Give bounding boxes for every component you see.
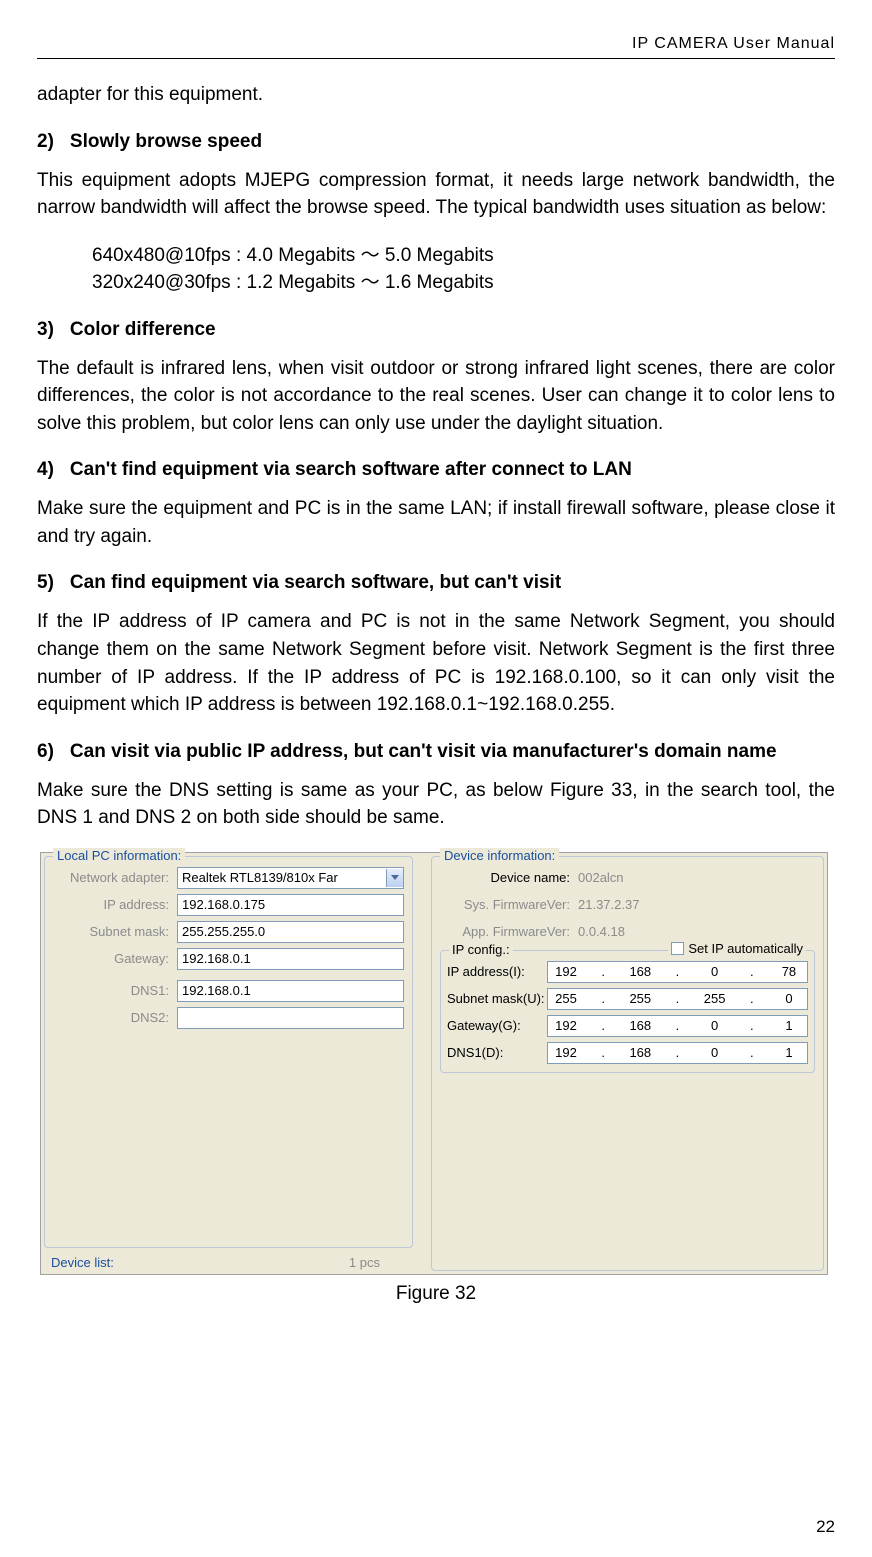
ip-dot: . bbox=[600, 964, 606, 979]
ip-dot: . bbox=[600, 991, 606, 1006]
ip-dot: . bbox=[600, 1045, 606, 1060]
ip-dot: . bbox=[749, 964, 755, 979]
local-subnet-input[interactable]: 255.255.255.0 bbox=[177, 921, 404, 943]
local-dns2-input[interactable] bbox=[177, 1007, 404, 1029]
device-name-value: 002alcn bbox=[578, 870, 624, 885]
sys-firmware-label: Sys. FirmwareVer: bbox=[440, 897, 578, 912]
figure32-screenshot: Local PC information: Network adapter: R… bbox=[40, 852, 828, 1275]
ip-dot: . bbox=[749, 1045, 755, 1060]
ip-dot: . bbox=[674, 991, 680, 1006]
local-ip-label: IP address: bbox=[53, 897, 177, 912]
ip-dot: . bbox=[749, 991, 755, 1006]
ip-dot: . bbox=[600, 1018, 606, 1033]
section-2-heading: 2) Slowly browse speed bbox=[37, 131, 835, 153]
section-5-title: Can find equipment via search software, … bbox=[70, 572, 561, 593]
section-6-title: Can visit via public IP address, but can… bbox=[70, 741, 777, 762]
device-dns1-input[interactable]: 192. 168. 0. 1 bbox=[547, 1042, 808, 1064]
d1-oct-3: 0 bbox=[701, 1045, 729, 1060]
ip-dot: . bbox=[674, 1045, 680, 1060]
ip-oct-2: 168 bbox=[626, 964, 654, 979]
device-subnet-label: Subnet mask(U): bbox=[447, 991, 547, 1006]
section-3-heading: 3) Color difference bbox=[37, 319, 835, 341]
ip-oct-4: 78 bbox=[775, 964, 803, 979]
device-gateway-label: Gateway(G): bbox=[447, 1018, 547, 1033]
section-3-para: The default is infrared lens, when visit… bbox=[37, 355, 835, 438]
ip-dot: . bbox=[749, 1018, 755, 1033]
d1-oct-4: 1 bbox=[775, 1045, 803, 1060]
gw-oct-3: 0 bbox=[701, 1018, 729, 1033]
bandwidth-line-1: 640x480@10fps : 4.0 Megabits ～ 5.0 Megab… bbox=[92, 242, 835, 270]
ip-dot: . bbox=[674, 964, 680, 979]
section-6-num: 6) bbox=[37, 741, 54, 762]
section-4-heading: 4) Can't find equipment via search softwa… bbox=[37, 459, 835, 481]
app-firmware-value: 0.0.4.18 bbox=[578, 924, 625, 939]
sn-oct-1: 255 bbox=[552, 991, 580, 1006]
section-3-title: Color difference bbox=[70, 319, 216, 340]
gw-oct-4: 1 bbox=[775, 1018, 803, 1033]
section-2-title: Slowly browse speed bbox=[70, 131, 262, 152]
page-number: 22 bbox=[816, 1517, 835, 1537]
doc-header-title: IP CAMERA User Manual bbox=[37, 35, 835, 53]
app-firmware-label: App. FirmwareVer: bbox=[440, 924, 578, 939]
figure32-caption: Figure 32 bbox=[37, 1283, 835, 1305]
ip-dot: . bbox=[674, 1018, 680, 1033]
ip-oct-1: 192 bbox=[552, 964, 580, 979]
device-name-label: Device name: bbox=[440, 870, 578, 885]
combo-dropdown-button[interactable] bbox=[386, 869, 403, 887]
d1-oct-2: 168 bbox=[626, 1045, 654, 1060]
ip-config-legend: IP config.: bbox=[449, 942, 513, 957]
bandwidth-line-2: 320x240@30fps : 1.2 Megabits ～ 1.6 Megab… bbox=[92, 269, 835, 297]
d1-oct-1: 192 bbox=[552, 1045, 580, 1060]
sn-oct-4: 0 bbox=[775, 991, 803, 1006]
local-dns2-label: DNS2: bbox=[53, 1010, 177, 1025]
section-4-title: Can't find equipment via search software… bbox=[70, 459, 632, 480]
network-adapter-label: Network adapter: bbox=[53, 870, 177, 885]
local-pc-info-legend: Local PC information: bbox=[53, 848, 185, 863]
network-adapter-value: Realtek RTL8139/810x Far bbox=[178, 870, 386, 885]
device-gateway-input[interactable]: 192. 168. 0. 1 bbox=[547, 1015, 808, 1037]
device-dns1-label: DNS1(D): bbox=[447, 1045, 547, 1060]
local-dns1-input[interactable]: 192.168.0.1 bbox=[177, 980, 404, 1002]
chevron-down-icon bbox=[391, 875, 399, 881]
device-ip-label: IP address(I): bbox=[447, 964, 547, 979]
section-6-para: Make sure the DNS setting is same as you… bbox=[37, 777, 835, 832]
set-ip-auto-checkbox[interactable] bbox=[671, 942, 684, 955]
local-dns1-label: DNS1: bbox=[53, 983, 177, 998]
intro-fragment: adapter for this equipment. bbox=[37, 81, 835, 109]
ip-oct-3: 0 bbox=[701, 964, 729, 979]
gw-oct-2: 168 bbox=[626, 1018, 654, 1033]
section-3-num: 3) bbox=[37, 319, 54, 340]
local-gateway-label: Gateway: bbox=[53, 951, 177, 966]
local-subnet-label: Subnet mask: bbox=[53, 924, 177, 939]
ip-config-group: IP config.: Set IP automatically IP addr… bbox=[440, 950, 815, 1073]
set-ip-auto-label: Set IP automatically bbox=[688, 941, 803, 956]
section-2-num: 2) bbox=[37, 131, 54, 152]
section-6-heading: 6) Can visit via public IP address, but c… bbox=[37, 741, 835, 763]
local-ip-input[interactable]: 192.168.0.175 bbox=[177, 894, 404, 916]
header-rule bbox=[37, 58, 835, 59]
sn-oct-3: 255 bbox=[701, 991, 729, 1006]
sn-oct-2: 255 bbox=[626, 991, 654, 1006]
local-gateway-input[interactable]: 192.168.0.1 bbox=[177, 948, 404, 970]
gw-oct-1: 192 bbox=[552, 1018, 580, 1033]
device-info-legend: Device information: bbox=[440, 848, 559, 863]
device-list-count: 1 pcs bbox=[349, 1255, 410, 1270]
section-5-num: 5) bbox=[37, 572, 54, 593]
device-subnet-input[interactable]: 255. 255. 255. 0 bbox=[547, 988, 808, 1010]
device-ip-input[interactable]: 192. 168. 0. 78 bbox=[547, 961, 808, 983]
network-adapter-combo[interactable]: Realtek RTL8139/810x Far bbox=[177, 867, 404, 889]
sys-firmware-value: 21.37.2.37 bbox=[578, 897, 639, 912]
section-4-para: Make sure the equipment and PC is in the… bbox=[37, 495, 835, 550]
section-2-para: This equipment adopts MJEPG compression … bbox=[37, 167, 835, 222]
section-4-num: 4) bbox=[37, 459, 54, 480]
local-pc-info-panel: Local PC information: Network adapter: R… bbox=[44, 856, 413, 1248]
section-5-heading: 5) Can find equipment via search software… bbox=[37, 572, 835, 594]
device-info-panel: Device information: Device name: 002alcn… bbox=[431, 856, 824, 1271]
device-list-label: Device list: bbox=[51, 1255, 114, 1270]
section-5-para: If the IP address of IP camera and PC is… bbox=[37, 608, 835, 718]
